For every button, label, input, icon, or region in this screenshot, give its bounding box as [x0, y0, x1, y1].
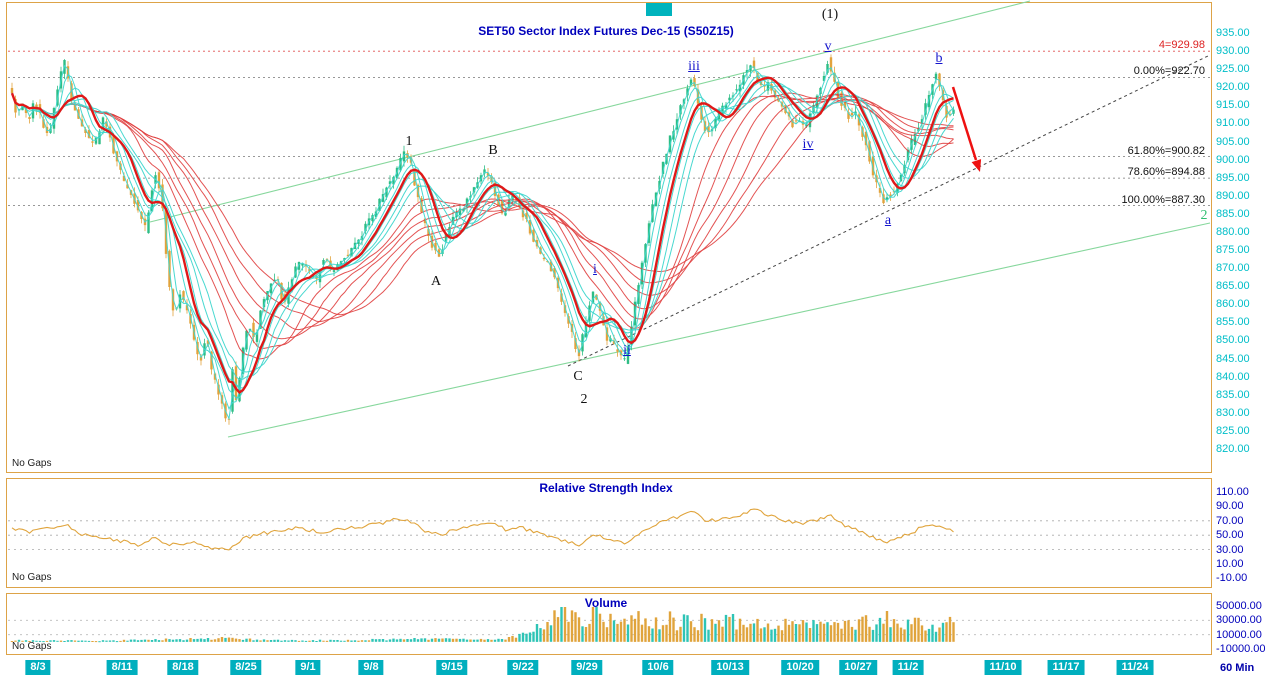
price-axis-label: 835.00: [1216, 389, 1250, 401]
price-axis-label: 895.00: [1216, 172, 1250, 184]
rsi-panel: [6, 478, 1212, 588]
price-axis-label: 845.00: [1216, 353, 1250, 365]
rsi-axis-label: 110.00: [1216, 486, 1249, 498]
price-axis-label: 890.00: [1216, 190, 1250, 202]
price-axis-label: 885.00: [1216, 208, 1250, 220]
price-axis-label: 820.00: [1216, 443, 1250, 455]
price-axis-label: 855.00: [1216, 316, 1250, 328]
volume-axis-label: 50000.00: [1216, 600, 1262, 612]
price-axis-label: 935.00: [1216, 27, 1250, 39]
price-axis-label: 870.00: [1216, 262, 1250, 274]
volume-axis-label: 10000.00: [1216, 629, 1262, 641]
rsi-axis-label: 90.00: [1216, 500, 1244, 512]
price-axis-label: 905.00: [1216, 136, 1250, 148]
volume-axis-label: -10000.00: [1216, 643, 1266, 655]
price-axis-label: 880.00: [1216, 226, 1250, 238]
rsi-axis-label: -10.00: [1216, 572, 1248, 584]
main-chart-panel: [6, 2, 1212, 473]
price-axis-label: 930.00: [1216, 45, 1250, 57]
rsi-axis-label: 70.00: [1216, 515, 1244, 527]
volume-panel: [6, 593, 1212, 655]
timeframe-label: 60 Min: [1220, 662, 1255, 674]
rsi-axis-label: 10.00: [1216, 558, 1244, 570]
rsi-axis-label: 30.00: [1216, 544, 1244, 556]
price-axis-label: 875.00: [1216, 244, 1250, 256]
rsi-axis-label: 50.00: [1216, 529, 1244, 541]
price-axis-label: 865.00: [1216, 280, 1250, 292]
price-axis-label: 920.00: [1216, 81, 1250, 93]
price-axis-label: 860.00: [1216, 298, 1250, 310]
price-axis-label: 900.00: [1216, 154, 1250, 166]
price-axis-label: 850.00: [1216, 334, 1250, 346]
date-axis-strip: [6, 656, 1212, 678]
price-axis-label: 925.00: [1216, 63, 1250, 75]
price-axis-label: 840.00: [1216, 371, 1250, 383]
volume-axis-label: 30000.00: [1216, 614, 1262, 626]
price-axis-label: 830.00: [1216, 407, 1250, 419]
price-axis-label: 915.00: [1216, 99, 1250, 111]
price-axis-label: 910.00: [1216, 117, 1250, 129]
price-axis-label: 825.00: [1216, 425, 1250, 437]
